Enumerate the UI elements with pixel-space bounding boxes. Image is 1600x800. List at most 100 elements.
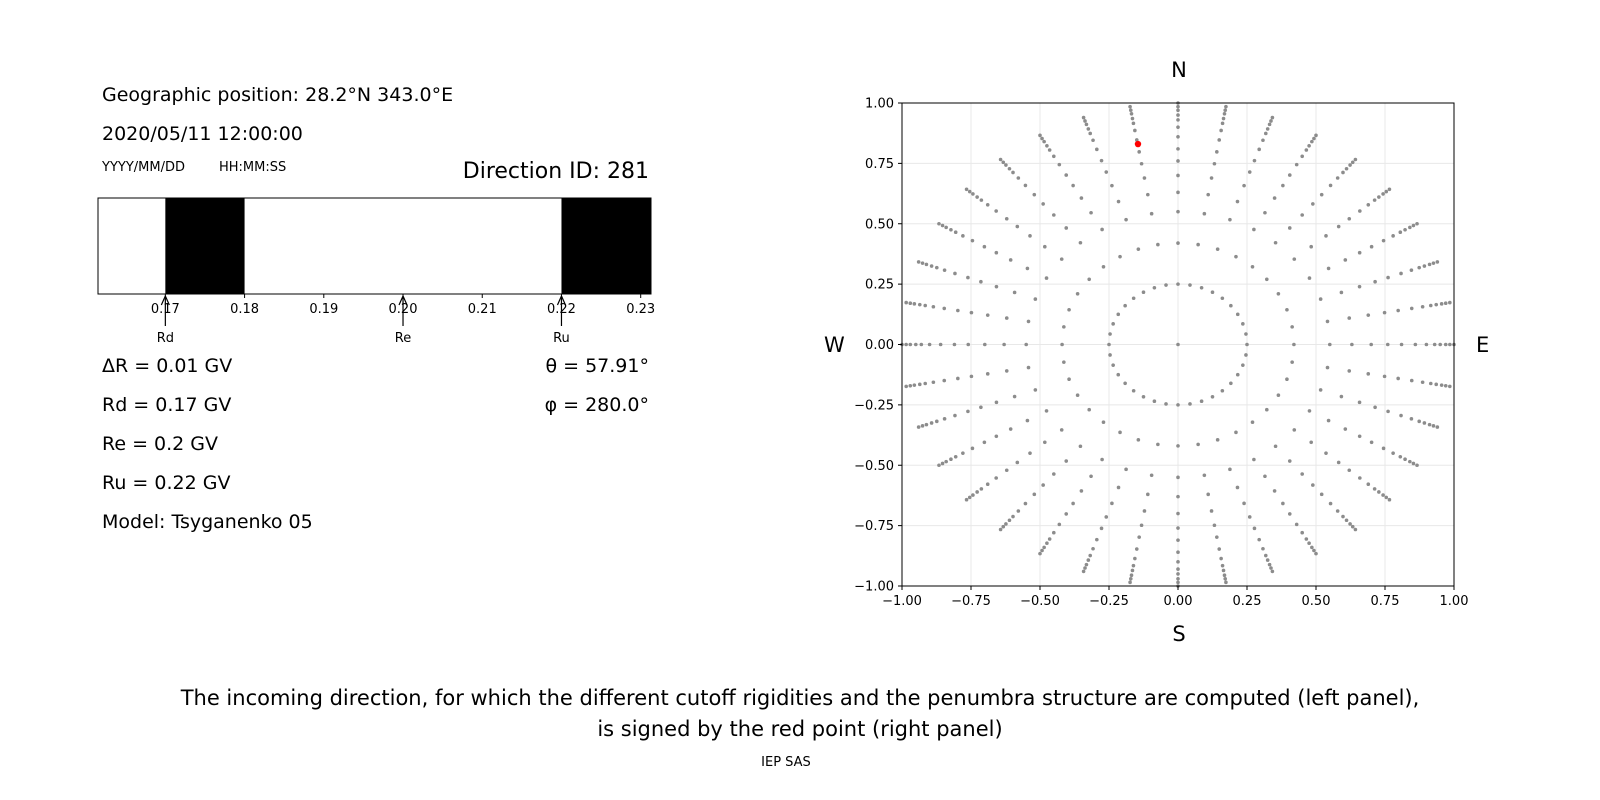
direction-point [1431,424,1436,428]
direction-point [1229,303,1233,308]
direction-point [1312,136,1316,141]
y-tick-label: 0.00 [865,338,894,353]
direction-point [985,372,990,376]
direction-point [1272,196,1277,200]
direction-point [1124,467,1128,472]
direction-point [967,189,972,194]
direction-point [1281,501,1285,506]
direction-point [1264,407,1269,412]
direction-point [1312,548,1316,553]
direction-point [1304,537,1309,541]
direction-point [1176,580,1180,585]
direction-point [1252,158,1257,163]
direction-point [1250,420,1255,424]
direction-point [1434,302,1439,307]
direction-point [1007,166,1012,171]
direction-point [1188,402,1192,406]
direction-point [940,461,945,466]
direction-point [1176,342,1180,347]
x-tick-label: 0.25 [1233,594,1262,609]
direction-point [904,300,908,305]
direction-point [1336,224,1341,229]
direction-point [1176,576,1180,581]
direction-point [929,264,934,268]
direction-point [908,342,913,347]
direction-point [982,244,987,249]
direction-point [1290,325,1294,329]
direction-point [1386,275,1390,280]
direction-point [924,422,929,427]
direction-point [1391,451,1395,455]
rd-value: Rd = 0.17 GV [102,394,232,416]
direction-point [1146,492,1150,497]
direction-point [1089,474,1093,479]
direction-point [1399,271,1403,276]
direction-point [1060,342,1064,347]
direction-point [1123,303,1127,308]
direction-point [1087,277,1091,282]
direction-point [1016,509,1021,513]
direction-point [931,304,936,309]
direction-point [1100,457,1104,462]
direction-point [979,279,983,284]
direction-point [1176,567,1180,571]
direction-point [924,262,929,267]
direction-point [1107,342,1111,347]
y-tick-label: −1.00 [854,580,894,595]
caption-line-2: is signed by the red point (right panel) [597,717,1003,741]
direction-point [1087,407,1091,412]
direction-point [1319,492,1324,497]
direction-point [1244,353,1248,357]
caption-line-1: The incoming direction, for which the di… [180,686,1420,710]
x-tick-label: 0.75 [1371,594,1400,609]
direction-point [1294,162,1299,167]
direction-point [1215,150,1219,154]
direction-point [1104,170,1109,174]
direction-point [1044,276,1049,280]
direction-point [1004,522,1008,526]
direction-point [1439,383,1444,387]
direction-id: Direction ID: 281 [462,159,649,184]
direction-point [1409,417,1414,421]
direction-point [1124,217,1128,222]
direction-point [1196,442,1200,447]
direction-point [985,482,990,487]
direction-point [1220,296,1225,301]
direction-point [1348,163,1352,167]
direction-point [969,374,974,379]
direction-point [1079,196,1084,200]
direction-point [985,202,990,207]
direction-point [1149,211,1154,216]
direction-point [966,342,971,347]
direction-point [1089,210,1093,215]
direction-point [1026,365,1031,370]
direction-point [1245,342,1249,347]
direction-point [1294,522,1299,527]
direction-point [1129,573,1134,577]
direction-point [1377,490,1381,494]
direction-point [1366,372,1371,376]
direction-point [1403,457,1407,462]
direction-point [1215,247,1220,251]
marker-arrowhead [398,294,408,306]
direction-point [1420,304,1425,309]
x-tick-label: 1.00 [1440,594,1469,609]
direction-point [1176,159,1180,163]
marker-label: Re [395,331,411,346]
direction-point [961,451,965,455]
direction-point [1411,461,1416,466]
direction-point [1381,493,1385,497]
direction-point [1381,192,1385,196]
direction-point [1409,378,1414,383]
direction-point [1431,261,1436,265]
direction-point [1176,173,1180,178]
direction-point [1339,394,1344,399]
direction-point [1052,472,1056,476]
direction-point [1176,104,1180,109]
direction-point [1235,485,1240,490]
direction-point [1164,402,1168,406]
direction-point [927,342,932,347]
direction-point [1081,115,1086,120]
direction-point [1413,342,1418,347]
